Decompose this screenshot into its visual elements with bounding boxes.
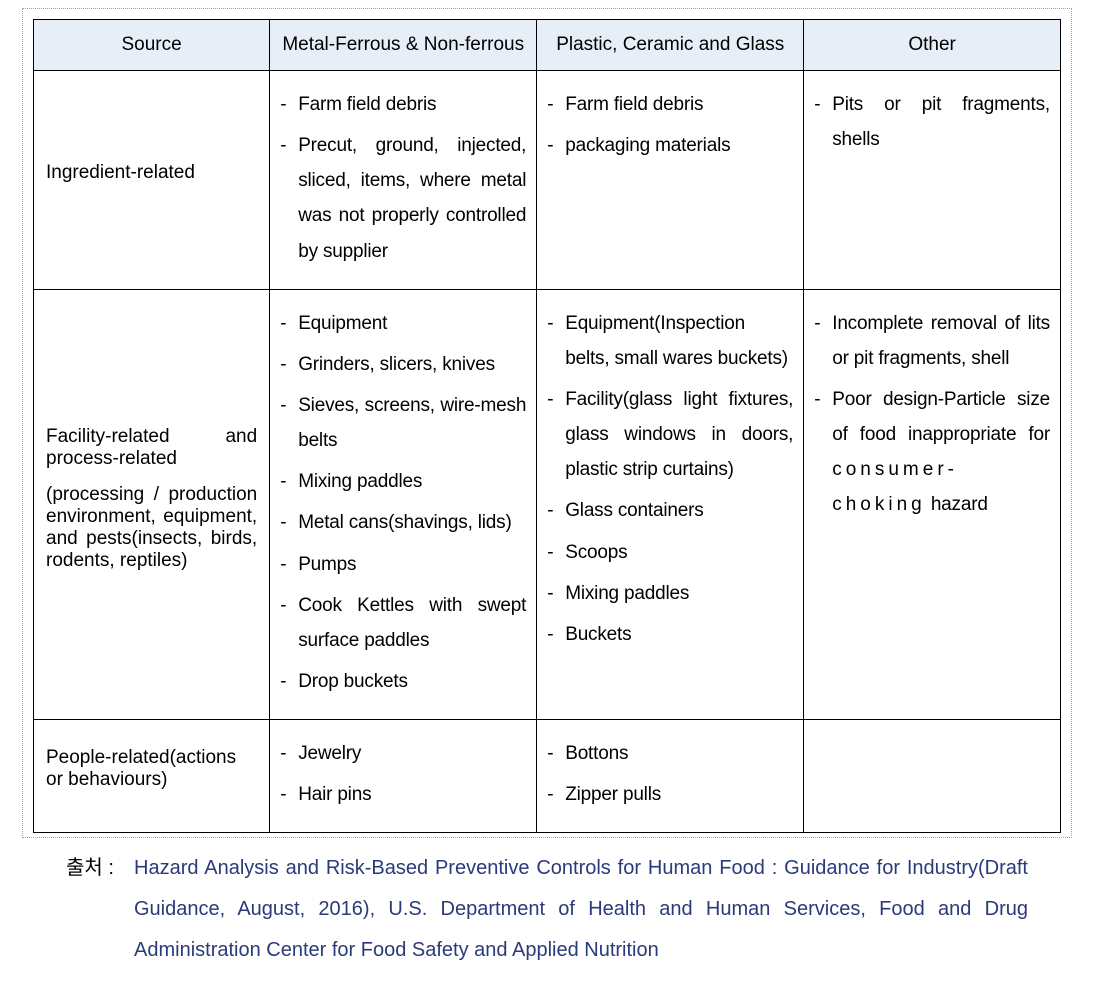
content-cell [804, 720, 1061, 833]
col-header-source: Source [34, 20, 270, 71]
list-item: packaging materials [547, 128, 793, 163]
hazard-table: Source Metal-Ferrous & Non-ferrous Plast… [33, 19, 1061, 833]
header-row: Source Metal-Ferrous & Non-ferrous Plast… [34, 20, 1061, 71]
list-item: Hair pins [280, 777, 526, 812]
list-item: Pits or pit fragments, shells [814, 87, 1050, 157]
list-item: Equipment [280, 306, 526, 341]
source-sub: (processing / production environment, eq… [46, 484, 257, 572]
list-item: Mixing paddles [280, 464, 526, 499]
list-item: Scoops [547, 535, 793, 570]
list-item: Buckets [547, 617, 793, 652]
item-list: Farm field debris packaging materials [547, 87, 793, 163]
content-cell: Incomplete removal of lits or pit fragme… [804, 289, 1061, 719]
col-header-metal: Metal-Ferrous & Non-ferrous [270, 20, 537, 71]
item-list: Farm field debris Precut, ground, injecte… [280, 87, 526, 269]
table-body: Ingredient-related Farm field debris Precu… [34, 71, 1061, 833]
source-main: Ingredient-related [46, 162, 257, 184]
source-cell: Facility-related and process-related (pro… [34, 289, 270, 719]
source-cell: Ingredient-related [34, 71, 270, 290]
list-item: Poor design-Particle size of food inappr… [814, 382, 1050, 523]
table-row: People-related(actions or behaviours) Jew… [34, 720, 1061, 833]
list-item: Farm field debris [547, 87, 793, 122]
item-list: Bottons Zipper pulls [547, 736, 793, 812]
list-item: Glass containers [547, 493, 793, 528]
list-item: Sieves, screens, wire-mesh belts [280, 388, 526, 458]
content-cell: Farm field debris packaging materials [537, 71, 804, 290]
item-list: Equipment(Inspection belts, small wares … [547, 306, 793, 652]
list-item: Incomplete removal of lits or pit fragme… [814, 306, 1050, 376]
item-list: Equipment Grinders, slicers, knives Sieves… [280, 306, 526, 699]
table-row: Facility-related and process-related (pro… [34, 289, 1061, 719]
list-item: Pumps [280, 547, 526, 582]
source-main: Facility-related and process-related [46, 426, 257, 470]
list-item: Facility(glass light fixtures, glass win… [547, 382, 793, 487]
item-list: Pits or pit fragments, shells [814, 87, 1050, 157]
citation-text: Hazard Analysis and Risk-Based Preventiv… [134, 857, 1028, 961]
item-list: Incomplete removal of lits or pit fragme… [814, 306, 1050, 523]
list-item: Grinders, slicers, knives [280, 347, 526, 382]
col-header-other: Other [804, 20, 1061, 71]
content-cell: Equipment(Inspection belts, small wares … [537, 289, 804, 719]
list-item: Mixing paddles [547, 576, 793, 611]
list-item: Farm field debris [280, 87, 526, 122]
content-cell: Farm field debris Precut, ground, injecte… [270, 71, 537, 290]
list-item: Bottons [547, 736, 793, 771]
content-cell: Jewelry Hair pins [270, 720, 537, 833]
list-item: Cook Kettles with swept surface paddles [280, 588, 526, 658]
list-item: Zipper pulls [547, 777, 793, 812]
list-item: Jewelry [280, 736, 526, 771]
table-row: Ingredient-related Farm field debris Precu… [34, 71, 1061, 290]
citation: 출처 : Hazard Analysis and Risk-Based Prev… [66, 848, 1028, 971]
content-cell: Equipment Grinders, slicers, knives Sieves… [270, 289, 537, 719]
table-container: Source Metal-Ferrous & Non-ferrous Plast… [22, 8, 1072, 838]
col-header-plastic: Plastic, Ceramic and Glass [537, 20, 804, 71]
list-item: Equipment(Inspection belts, small wares … [547, 306, 793, 376]
content-cell: Bottons Zipper pulls [537, 720, 804, 833]
source-cell: People-related(actions or behaviours) [34, 720, 270, 833]
list-item: Metal cans(shavings, lids) [280, 505, 526, 540]
source-main: People-related(actions or behaviours) [46, 747, 257, 791]
content-cell: Pits or pit fragments, shells [804, 71, 1061, 290]
list-item: Precut, ground, injected, sliced, items,… [280, 128, 526, 269]
citation-label: 출처 : [66, 848, 114, 889]
list-item: Drop buckets [280, 664, 526, 699]
item-list: Jewelry Hair pins [280, 736, 526, 812]
